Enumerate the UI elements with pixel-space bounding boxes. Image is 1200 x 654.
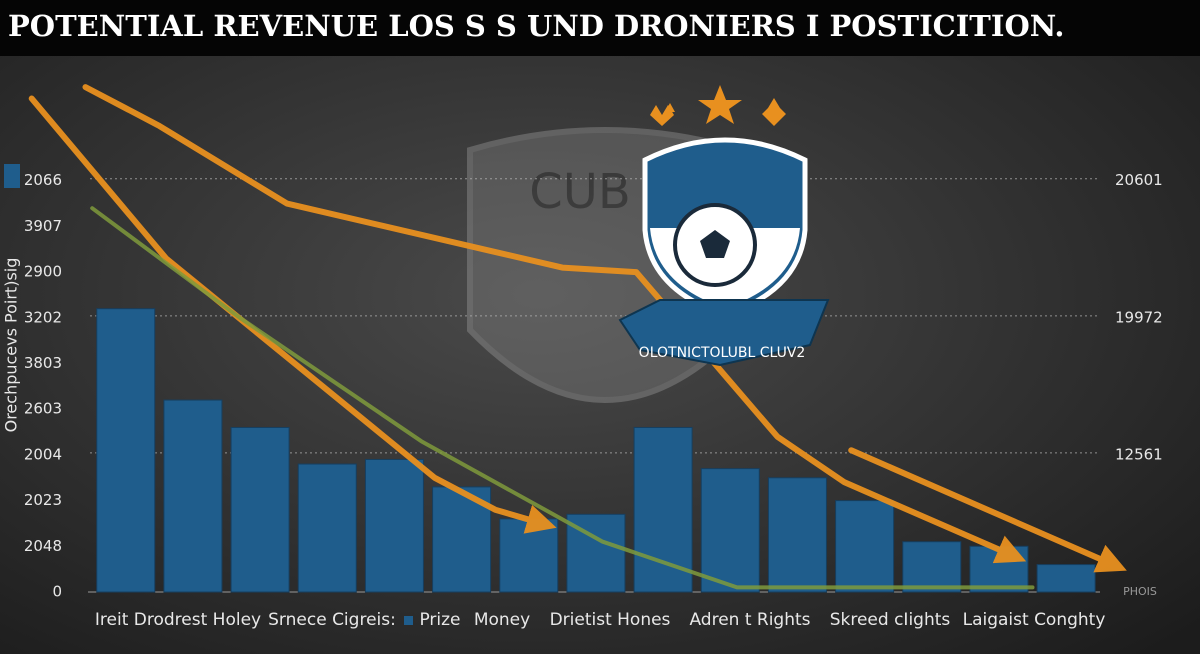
line-series (82, 84, 1027, 564)
bar (96, 308, 156, 593)
y-tick-label: 2048 (24, 537, 62, 555)
x-label: Laigaist Conghty (963, 610, 1106, 630)
y-tick-label: 3803 (24, 354, 62, 372)
bar (499, 518, 559, 593)
title-bar (0, 0, 1200, 56)
bar (969, 545, 1029, 593)
bar (364, 458, 424, 593)
x-label: Drietist Hones (550, 610, 671, 630)
bar (297, 463, 357, 593)
badge: OLOTNICTOLUBL CLUV2 (618, 85, 830, 367)
y-tick-label: 2066 (24, 171, 62, 189)
x-label: Srnece Cigreis: (268, 610, 396, 630)
bar (835, 500, 895, 593)
bar (767, 477, 827, 593)
y-axis-label: Orechpucevs Poirt)sig (2, 258, 21, 433)
legend-swatch (4, 164, 20, 188)
bar (163, 399, 223, 593)
y-tick-label: 3907 (24, 217, 62, 235)
crest-text: CUB (529, 164, 631, 220)
line-series (28, 95, 557, 534)
y2-tick-label: 20601 (1115, 171, 1163, 189)
y-tick-label: 3202 (24, 308, 62, 326)
x-label: Money (474, 610, 530, 630)
chart-title: POTENTIAL REVENUE LOS S S UND DRONIERS I… (8, 9, 1064, 43)
bar (633, 426, 693, 593)
bar (230, 426, 290, 593)
plot: 0 2048 2023 2004 2603 3803 3202 2900 3907 2066 125… (24, 84, 1163, 630)
y-tick-label: 0 (52, 583, 62, 601)
x-label: Skreed cIights (830, 610, 951, 630)
bar (1036, 564, 1096, 593)
x-label: Ireit Drodrest Holey (95, 610, 261, 630)
y2-tick-label: 19972 (1115, 308, 1163, 326)
x-label: Adren t Rights (689, 610, 810, 630)
y-tick-label: 2603 (24, 400, 62, 418)
y-tick-label: 2023 (24, 491, 62, 509)
x-label: PHOIS (1123, 585, 1157, 598)
line-series (848, 447, 1127, 573)
y-tick-label: 2004 (24, 445, 62, 463)
y-tick-label: 2900 (24, 263, 62, 281)
line-series (90, 206, 1035, 590)
label-swatch (404, 616, 413, 625)
bar (700, 468, 760, 593)
x-label: Prize (419, 610, 460, 630)
badge-text: OLOTNICTOLUBL CLUV2 (639, 345, 806, 361)
y2-tick-label: 12561 (1115, 445, 1163, 463)
bar (902, 541, 962, 593)
